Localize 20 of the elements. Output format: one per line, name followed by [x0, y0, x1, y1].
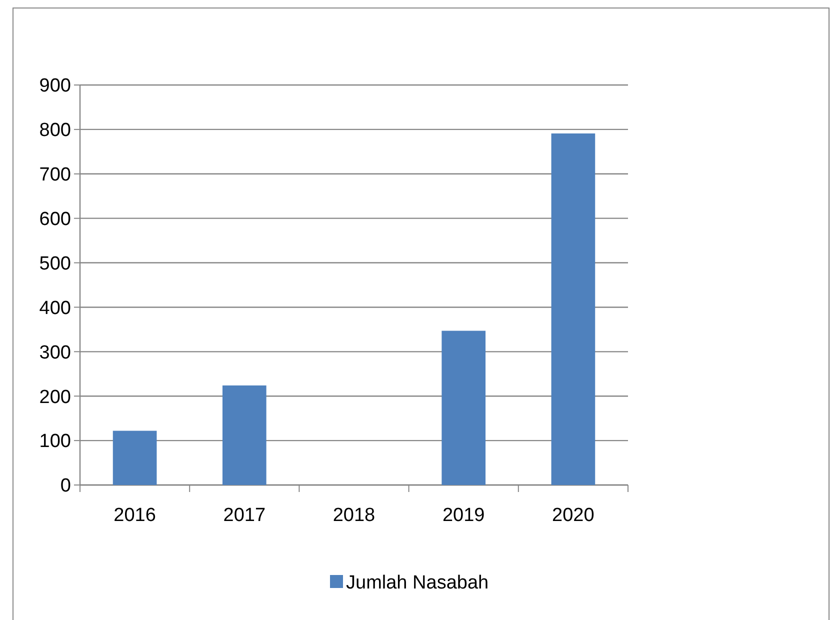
y-tick-label: 200	[39, 386, 71, 408]
y-tick-label: 400	[39, 298, 71, 319]
y-tick-label: 800	[39, 120, 71, 142]
y-tick-label: 700	[39, 164, 71, 186]
x-tick-label: 2017	[223, 505, 266, 526]
y-tick-label: 0	[60, 476, 71, 497]
y-tick-label: 600	[39, 208, 71, 230]
y-tick-label: 900	[39, 76, 71, 97]
bar	[442, 330, 486, 485]
bar	[551, 133, 596, 485]
legend-label: Jumlah Nasabah	[346, 572, 489, 594]
x-tick-label: 2019	[442, 505, 485, 526]
y-tick-label: 100	[39, 431, 71, 452]
y-tick-label: 500	[39, 253, 71, 274]
x-tick-label: 2020	[552, 505, 594, 526]
x-tick-label: 2018	[332, 505, 376, 526]
bar	[222, 385, 266, 485]
y-tick-label: 300	[39, 342, 71, 364]
bar	[112, 430, 157, 485]
x-tick-label: 2016	[114, 505, 156, 526]
